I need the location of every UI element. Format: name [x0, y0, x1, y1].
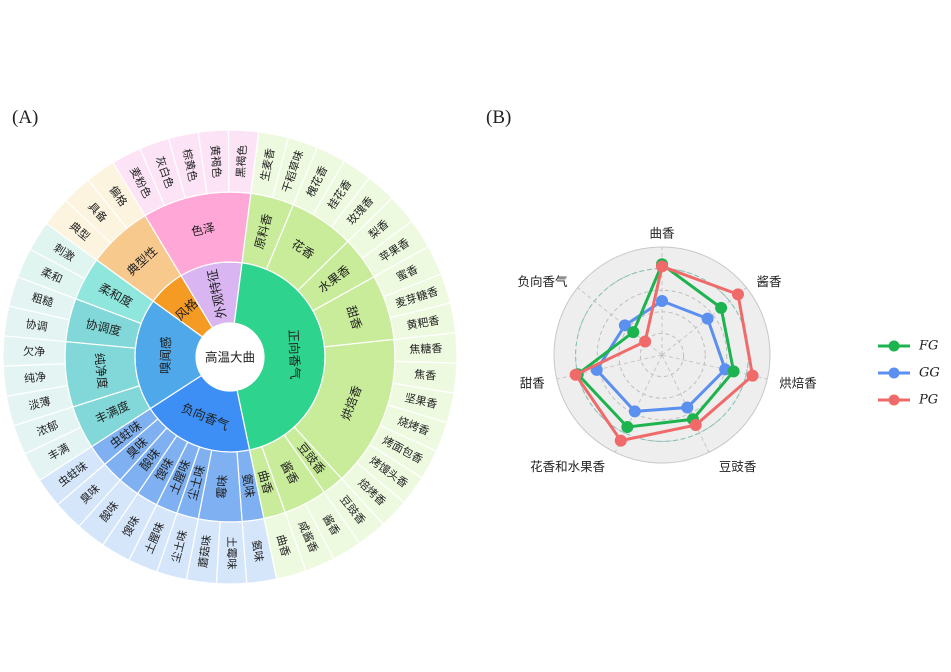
- sunburst-label-l1: 正向香气: [286, 329, 303, 380]
- legend-swatch-marker: [888, 394, 900, 406]
- sunburst-label-l3: 欠净: [23, 344, 45, 359]
- radar-spoke: [661, 354, 710, 453]
- radar-point: [639, 335, 652, 348]
- radar-axis-label: 曲香: [649, 226, 675, 241]
- sunburst-label-l1: 嗅闻感: [158, 336, 174, 374]
- radar-point: [731, 288, 744, 301]
- sunburst-label-l2: 色泽: [190, 220, 216, 239]
- radar-point: [627, 326, 640, 339]
- radar-point: [689, 419, 702, 432]
- legend-label: FG: [918, 339, 938, 354]
- radar-legend: FG GG PG: [878, 339, 940, 408]
- sunburst-label-l3: 氨味: [249, 539, 265, 563]
- radar-series-line: [595, 299, 727, 413]
- radar-point: [656, 260, 668, 273]
- legend-swatch-marker: [888, 367, 900, 379]
- radar-series-line: [576, 262, 736, 429]
- radar-spoke: [661, 354, 768, 380]
- sunburst-label-l2: 曲香: [255, 469, 275, 496]
- sunburst-label-l3: 黄粑香: [405, 313, 440, 332]
- radar-axis-label: 酱香: [756, 274, 782, 289]
- sunburst-label-l3: 焦香: [414, 368, 437, 383]
- radar-axis-label: 豆豉香: [719, 459, 757, 474]
- radar-point: [656, 295, 668, 307]
- radar-point: [701, 312, 714, 325]
- radar-spoke: [556, 354, 663, 380]
- panel-label-a: (A): [12, 107, 38, 128]
- radar-series-line: [574, 264, 755, 443]
- sunburst-segment-l3: [29, 222, 98, 280]
- sunburst-label-l3: 协调: [25, 317, 49, 334]
- sunburst-label-l3: 黑褐色: [233, 144, 249, 178]
- radar-point: [618, 319, 631, 332]
- radar-axis-label: 烘焙香: [779, 376, 817, 391]
- sunburst-label-l3: 淡薄: [27, 394, 52, 413]
- radar-axis-label: 负向香气: [518, 274, 569, 289]
- sunburst-label-l3: 纯净: [23, 369, 46, 385]
- legend-swatch-marker: [888, 340, 900, 352]
- radar-point: [727, 365, 740, 378]
- radar-point: [681, 401, 694, 414]
- radar-point: [614, 434, 627, 447]
- sunburst-label-l2: 氨味: [240, 473, 257, 499]
- legend-label: GG: [919, 366, 940, 381]
- sunburst-label-l3: 蘑菇味: [196, 534, 214, 569]
- sunburst-label-l2: 霉味: [214, 474, 229, 499]
- radar-point: [569, 368, 582, 381]
- radar-point: [621, 421, 634, 434]
- sunburst-label-l3: 黄褐色: [208, 145, 224, 179]
- sunburst-label-l2: 纯净度: [92, 352, 111, 389]
- radar-axis-label: 甜香: [520, 376, 546, 391]
- radar-spoke: [661, 287, 747, 356]
- sunburst-label-l3: 土霉味: [225, 536, 238, 569]
- panel-label-b: (B): [486, 107, 511, 128]
- sunburst-center-label: 高温大曲: [205, 350, 255, 365]
- sunburst-label-l3: 棕黄色: [180, 148, 200, 183]
- radar-point: [715, 301, 728, 314]
- radar-point: [746, 369, 759, 382]
- radar-axis-label: 花香和水果香: [530, 459, 606, 474]
- sunburst-label-l3: 曲香: [274, 533, 292, 558]
- sunburst-label-l3: 粗糙: [30, 290, 55, 310]
- sunburst-label-l3: 生麦香: [257, 147, 277, 182]
- sunburst-label-l3: 焦糖香: [409, 341, 443, 356]
- radar-point: [628, 405, 641, 418]
- sunburst-center: [196, 323, 264, 391]
- sunburst-label-l2: 甜香: [344, 304, 365, 331]
- radar-spoke: [614, 354, 663, 453]
- legend-label: PG: [918, 393, 938, 408]
